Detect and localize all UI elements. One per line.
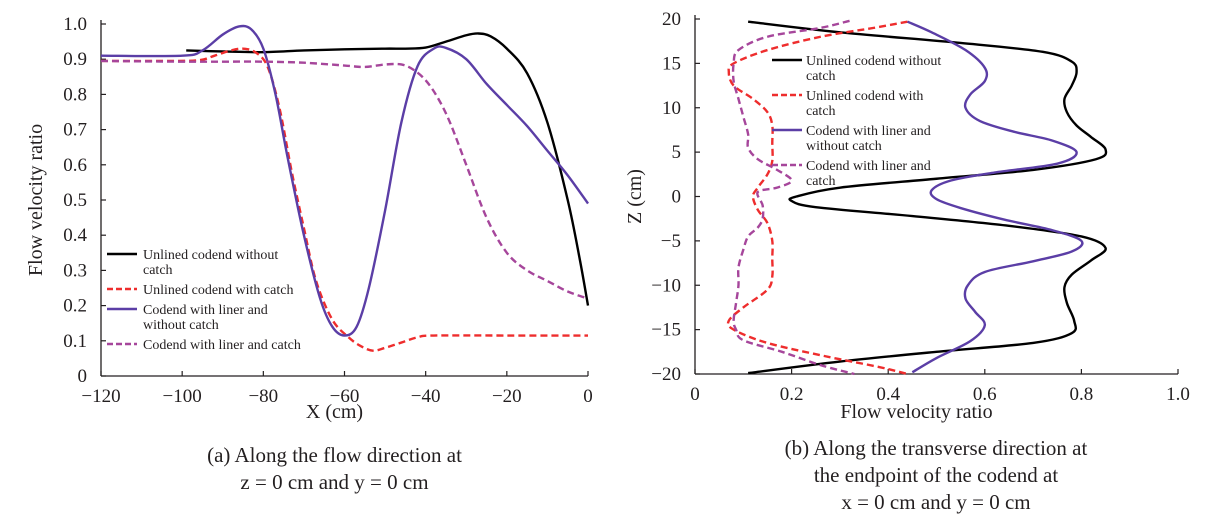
legend-label: Unlined codend without (143, 248, 278, 263)
legend-label: catch (806, 174, 836, 189)
y-tick-label: 0 (78, 366, 88, 387)
y-tick-label: 0.3 (63, 260, 87, 281)
x-tick-label: −20 (492, 386, 522, 407)
x-tick-label: 0.6 (973, 384, 997, 405)
x-axis-label: Flow velocity ratio (840, 401, 992, 423)
caption-line: x = 0 cm and y = 0 cm (841, 490, 1030, 514)
x-tick-label: 1.0 (1166, 384, 1190, 405)
y-tick-label: −5 (661, 231, 681, 252)
y-tick-label: 15 (662, 53, 681, 74)
legend-label: Unlined codend with catch (143, 283, 293, 298)
caption-line: z = 0 cm and y = 0 cm (240, 470, 428, 494)
caption-line: (a) Along the flow direction at (207, 443, 462, 467)
y-tick-label: −10 (651, 275, 681, 296)
x-tick-label: 0.8 (1070, 384, 1094, 405)
series-line (747, 20, 1108, 375)
legend-label: Unlined codend without (806, 54, 941, 69)
legend-label: catch (143, 263, 173, 278)
y-tick-label: −15 (651, 320, 681, 341)
x-tick-label: −100 (163, 386, 202, 407)
y-tick-label: 20 (662, 9, 681, 30)
series-line (100, 24, 589, 337)
series-line (731, 19, 855, 376)
legend-label: without catch (806, 139, 882, 154)
x-tick-label: −120 (81, 386, 120, 407)
y-tick-label: 0 (672, 187, 682, 208)
legend-label: Codend with liner and (806, 159, 931, 174)
series-line (186, 32, 590, 306)
chart-a: 0 0.1 0.2 0.3 0.4 0.5 0.6 0.7 0.8 0.9 1.0 −120 −100 −… (25, 14, 593, 494)
y-tick-label: −20 (651, 364, 681, 385)
y-tick-label: 0.5 (63, 190, 87, 211)
legend-label: without catch (143, 318, 219, 333)
legend-label: catch (806, 104, 836, 119)
x-tick-label: 0.2 (780, 384, 804, 405)
x-tick-label: −80 (248, 386, 278, 407)
chart-b: −20 −15 −10 −5 0 5 10 15 20 0 0.2 0.4 0.6 0.8 1.0 Z (cm… (624, 9, 1190, 514)
y-axis-label: Z (cm) (624, 169, 646, 224)
legend-label: Codend with liner and (143, 303, 268, 318)
y-axis-label: Flow velocity ratio (25, 124, 47, 276)
x-tick-label: 0 (690, 384, 700, 405)
y-tick-label: 0.8 (63, 84, 87, 105)
legend-label: Unlined codend with (806, 89, 923, 104)
series-line (907, 20, 1084, 374)
y-tick-label: 0.1 (63, 331, 87, 352)
y-tick-label: 0.2 (63, 296, 87, 317)
legend-label: catch (806, 69, 836, 84)
series-line (100, 59, 589, 300)
caption-line: the endpoint of the codend at (814, 463, 1059, 487)
y-tick-label: 1.0 (63, 14, 87, 35)
y-tick-label: 0.4 (63, 225, 87, 246)
x-tick-label: 0.4 (876, 384, 900, 405)
x-tick-label: −40 (411, 386, 441, 407)
caption-line: (b) Along the transverse direction at (785, 436, 1088, 460)
y-tick-label: 0.6 (63, 155, 87, 176)
x-tick-label: −60 (330, 386, 360, 407)
y-tick-label: 5 (672, 142, 682, 163)
y-tick-label: 0.7 (63, 120, 87, 141)
legend-label: Codend with liner and catch (143, 338, 301, 353)
x-axis-label: X (cm) (306, 401, 363, 423)
x-tick-label: 0 (583, 386, 593, 407)
y-tick-label: 0.9 (63, 49, 87, 70)
y-tick-label: 10 (662, 98, 681, 119)
legend-label: Codend with liner and (806, 124, 931, 139)
series-line (726, 20, 908, 376)
